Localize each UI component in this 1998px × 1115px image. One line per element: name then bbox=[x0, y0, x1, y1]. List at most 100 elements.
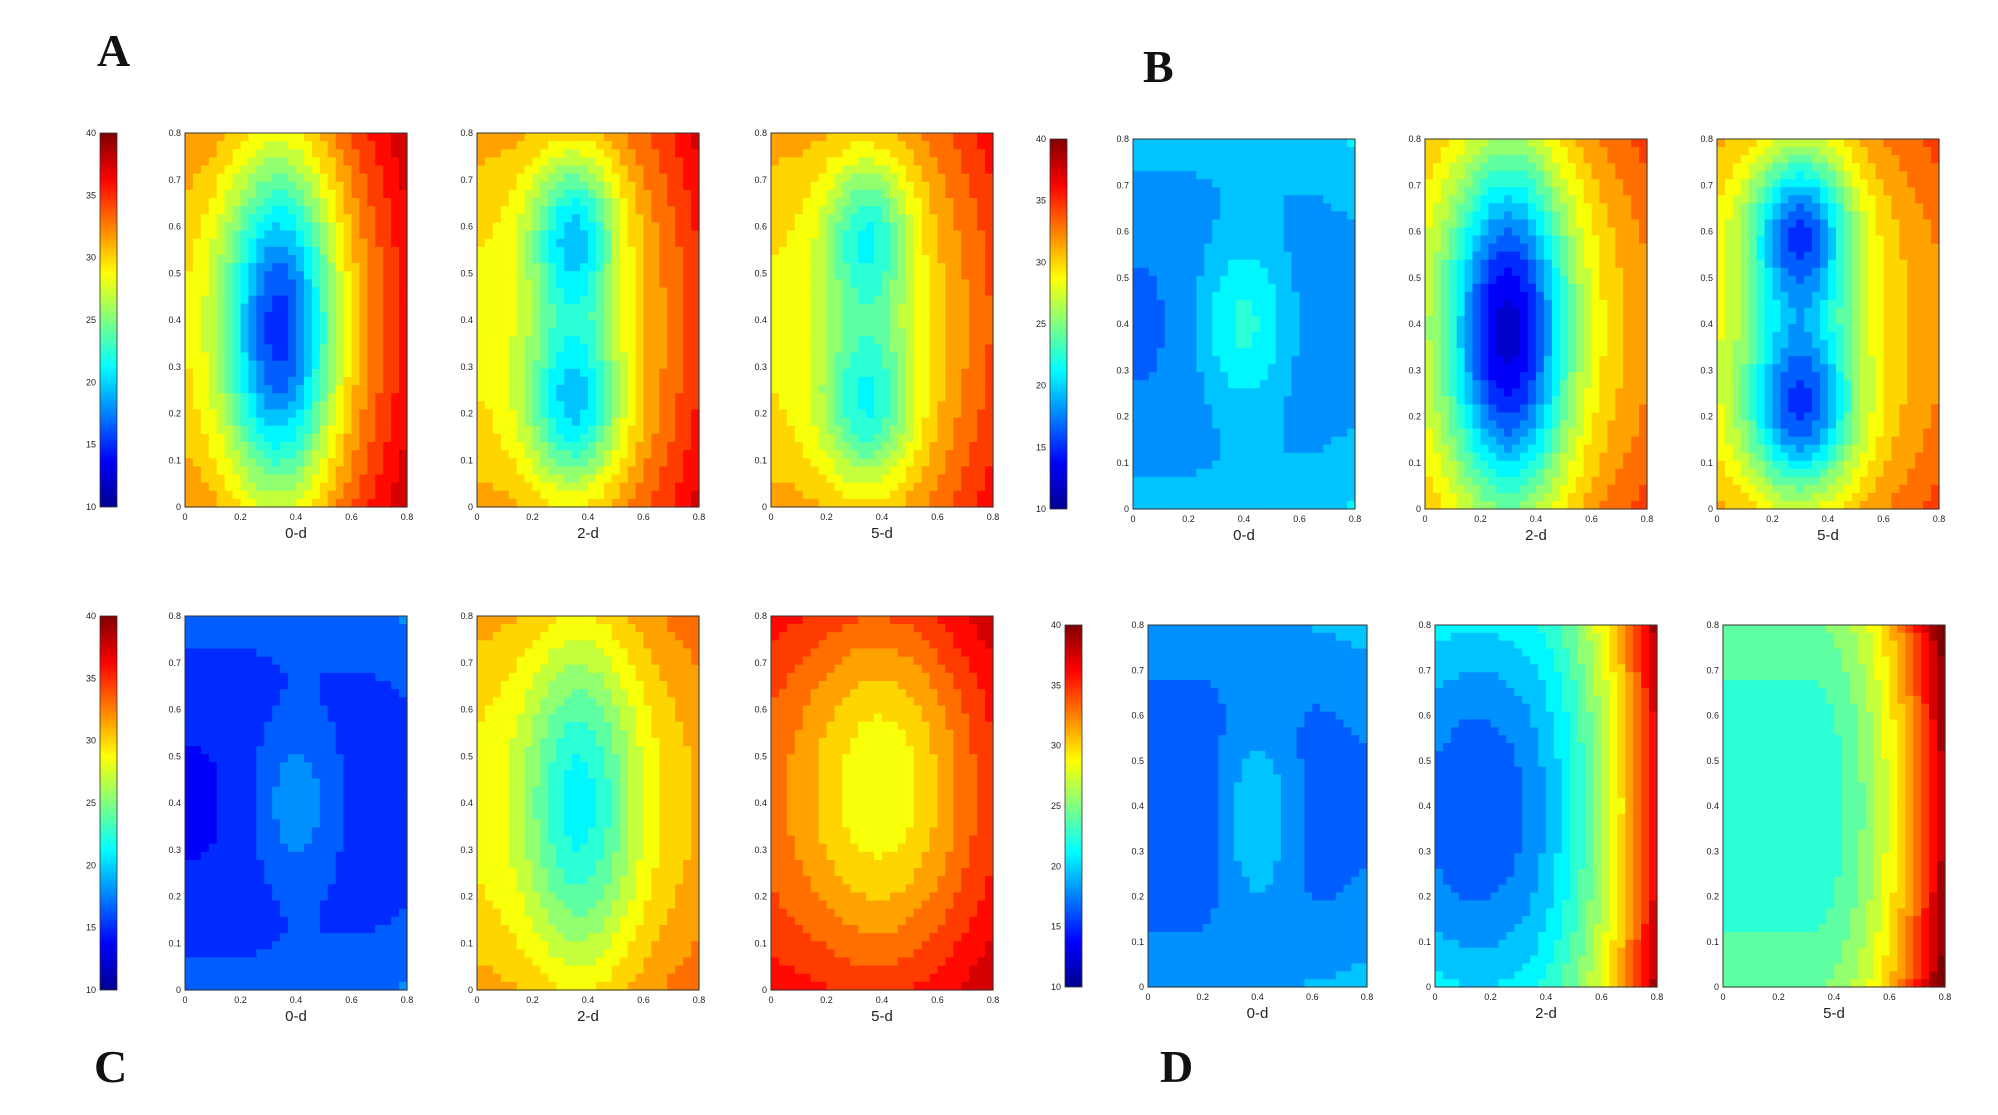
heatmap-cell bbox=[256, 498, 265, 508]
heatmap-cell bbox=[691, 198, 700, 207]
heatmap-cell bbox=[1196, 340, 1205, 349]
heatmap-cell bbox=[1172, 348, 1182, 357]
heatmap-cell bbox=[786, 393, 796, 402]
heatmap-cell bbox=[288, 328, 297, 337]
heatmap-cell bbox=[288, 230, 297, 240]
heatmap-cell bbox=[969, 441, 978, 451]
heatmap-cell bbox=[1204, 251, 1213, 261]
heatmap-cell bbox=[961, 149, 970, 158]
heatmap-cell bbox=[319, 368, 329, 378]
heatmap-cell bbox=[786, 498, 796, 508]
heatmap-cell bbox=[929, 198, 939, 207]
heatmap-cell bbox=[280, 336, 289, 345]
heatmap-cell bbox=[500, 189, 510, 199]
heatmap-cell bbox=[675, 409, 684, 419]
heatmap-cell bbox=[240, 165, 250, 175]
heatmap-cell bbox=[185, 409, 194, 419]
heatmap-cell bbox=[484, 336, 494, 345]
heatmap-cell bbox=[985, 458, 994, 467]
heatmap-cell bbox=[961, 238, 970, 248]
heatmap-cell bbox=[303, 401, 313, 411]
heatmap-a-5-d bbox=[771, 133, 994, 508]
heatmap-cell bbox=[272, 303, 281, 313]
heatmap-cell bbox=[264, 173, 273, 183]
heatmap-cell bbox=[635, 482, 645, 492]
heatmap-cell bbox=[351, 181, 361, 191]
heatmap-cell bbox=[874, 320, 883, 329]
heatmap-cell bbox=[771, 328, 780, 337]
heatmap-cell bbox=[786, 222, 796, 232]
heatmap-cell bbox=[548, 173, 557, 183]
heatmap-cell bbox=[1156, 340, 1166, 349]
heatmap-cell bbox=[1299, 179, 1309, 188]
heatmap-cell bbox=[319, 254, 329, 264]
heatmap-cell bbox=[866, 165, 875, 175]
heatmap-cell bbox=[500, 238, 510, 248]
heatmap-cell bbox=[889, 165, 899, 175]
heatmap-cell bbox=[224, 165, 234, 175]
heatmap-cell bbox=[256, 287, 265, 297]
heatmap-cell bbox=[866, 238, 875, 248]
heatmap-cell bbox=[1307, 428, 1316, 438]
heatmap-cell bbox=[572, 230, 581, 240]
heatmap-cell bbox=[897, 466, 907, 476]
heatmap-cell bbox=[272, 482, 281, 492]
heatmap-cell bbox=[272, 376, 281, 386]
heatmap-cell bbox=[929, 441, 939, 451]
heatmap-cell bbox=[897, 165, 907, 175]
heatmap-cell bbox=[580, 490, 589, 500]
heatmap-cell bbox=[826, 336, 836, 345]
heatmap-cell bbox=[1299, 452, 1309, 462]
heatmap-cell bbox=[977, 474, 986, 484]
heatmap-cell bbox=[232, 450, 242, 459]
heatmap-cell bbox=[572, 198, 581, 207]
heatmap-cell bbox=[580, 466, 589, 476]
heatmap-cell bbox=[771, 149, 780, 158]
heatmap-cell bbox=[929, 206, 939, 215]
heatmap-cell bbox=[1275, 380, 1285, 389]
heatmap-cell bbox=[264, 295, 273, 305]
heatmap-cell bbox=[319, 165, 329, 175]
heatmap-cell bbox=[319, 206, 329, 215]
heatmap-cell bbox=[200, 279, 210, 289]
heatmap-cell bbox=[969, 498, 978, 508]
heatmap-cell bbox=[351, 222, 361, 232]
heatmap-cell bbox=[1196, 147, 1205, 156]
heatmap-cell bbox=[1267, 187, 1277, 196]
heatmap-cell bbox=[248, 474, 257, 484]
heatmap-cell bbox=[1307, 412, 1316, 422]
heatmap-cell bbox=[367, 441, 376, 451]
heatmap-cell bbox=[383, 352, 392, 362]
colorbar-tick-label: 20 bbox=[1036, 381, 1046, 391]
heatmap-cell bbox=[359, 254, 368, 264]
heatmap-cell bbox=[391, 336, 400, 345]
heatmap-cell bbox=[675, 189, 684, 199]
heatmap-cell bbox=[1307, 420, 1316, 430]
heatmap-cell bbox=[969, 238, 978, 248]
heatmap-cell bbox=[1196, 396, 1205, 406]
heatmap-cell bbox=[1307, 291, 1316, 301]
heatmap-cell bbox=[477, 254, 486, 264]
heatmap-cell bbox=[319, 376, 329, 386]
heatmap-cell bbox=[603, 206, 613, 215]
heatmap-cell bbox=[375, 141, 384, 150]
heatmap-cell bbox=[874, 181, 883, 191]
heatmap-cell bbox=[1283, 348, 1293, 357]
heatmap-cell bbox=[1164, 460, 1174, 470]
heatmap-cell bbox=[897, 360, 907, 370]
heatmap-cell bbox=[882, 173, 891, 183]
heatmap-cell bbox=[818, 311, 828, 321]
heatmap-cell bbox=[794, 328, 804, 337]
heatmap-cell bbox=[1133, 211, 1142, 221]
heatmap-cell bbox=[200, 303, 210, 313]
heatmap-cell bbox=[540, 344, 549, 354]
heatmap-cell bbox=[1212, 348, 1221, 357]
heatmap-cell bbox=[810, 490, 820, 500]
heatmap-cell bbox=[208, 352, 218, 362]
heatmap-cell bbox=[319, 385, 329, 394]
heatmap-cell bbox=[802, 287, 812, 297]
heatmap-cell bbox=[288, 425, 297, 435]
heatmap-cell bbox=[272, 490, 281, 500]
heatmap-cell bbox=[1291, 476, 1301, 486]
heatmap-cell bbox=[232, 376, 242, 386]
